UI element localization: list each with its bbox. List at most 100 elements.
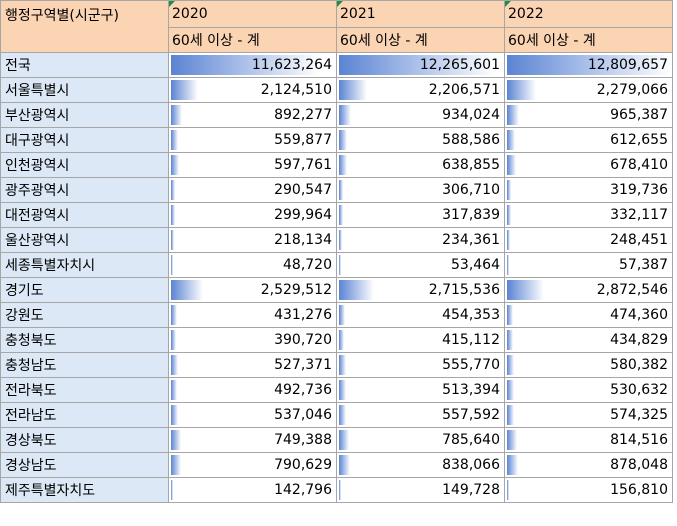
value-cell-2020[interactable]: 2,529,512 bbox=[168, 277, 337, 303]
value-cell-2022[interactable]: 2,872,546 bbox=[504, 277, 673, 303]
value-cell-2020[interactable]: 2,124,510 bbox=[168, 77, 337, 103]
data-bar bbox=[171, 330, 176, 350]
value-cell-2022[interactable]: 2,279,066 bbox=[504, 77, 673, 103]
value-cell-2020[interactable]: 537,046 bbox=[168, 402, 337, 428]
value-text: 838,066 bbox=[442, 457, 500, 473]
value-cell-2021[interactable]: 934,024 bbox=[336, 102, 505, 128]
value-cell-2021[interactable]: 588,586 bbox=[336, 127, 505, 153]
data-bar bbox=[339, 280, 374, 300]
value-cell-2022[interactable]: 319,736 bbox=[504, 177, 673, 203]
value-text: 218,134 bbox=[274, 232, 332, 248]
measure-header-2021[interactable]: 60세 이상 - 계 bbox=[336, 27, 505, 53]
value-cell-2022[interactable]: 474,360 bbox=[504, 302, 673, 328]
data-bar bbox=[171, 105, 182, 125]
value-cell-2022[interactable]: 332,117 bbox=[504, 202, 673, 228]
value-text: 878,048 bbox=[610, 457, 668, 473]
data-bar bbox=[339, 180, 343, 200]
value-cell-2020[interactable]: 597,761 bbox=[168, 152, 337, 178]
value-cell-2020[interactable]: 218,134 bbox=[168, 227, 337, 253]
value-cell-2021[interactable]: 785,640 bbox=[336, 427, 505, 453]
value-cell-2021[interactable]: 317,839 bbox=[336, 202, 505, 228]
value-cell-2021[interactable]: 513,394 bbox=[336, 377, 505, 403]
value-cell-2021[interactable]: 2,206,571 bbox=[336, 77, 505, 103]
value-text: 492,736 bbox=[274, 382, 332, 398]
data-bar bbox=[339, 155, 347, 175]
value-cell-2022[interactable]: 965,387 bbox=[504, 102, 673, 128]
value-cell-2020[interactable]: 749,388 bbox=[168, 427, 337, 453]
table-row: 경상남도 790,629 838,066 878,048 bbox=[0, 452, 673, 478]
value-cell-2021[interactable]: 12,265,601 bbox=[336, 52, 505, 78]
value-cell-2020[interactable]: 790,629 bbox=[168, 452, 337, 478]
data-bar bbox=[507, 180, 511, 200]
value-cell-2021[interactable]: 415,112 bbox=[336, 327, 505, 353]
value-cell-2022[interactable]: 678,410 bbox=[504, 152, 673, 178]
region-cell[interactable]: 울산광역시 bbox=[0, 227, 169, 253]
region-cell[interactable]: 충청북도 bbox=[0, 327, 169, 353]
value-cell-2021[interactable]: 557,592 bbox=[336, 402, 505, 428]
value-cell-2021[interactable]: 838,066 bbox=[336, 452, 505, 478]
region-cell[interactable]: 강원도 bbox=[0, 302, 169, 328]
region-cell[interactable]: 경상북도 bbox=[0, 427, 169, 453]
value-cell-2020[interactable]: 431,276 bbox=[168, 302, 337, 328]
value-cell-2020[interactable]: 892,277 bbox=[168, 102, 337, 128]
value-cell-2021[interactable]: 306,710 bbox=[336, 177, 505, 203]
value-cell-2020[interactable]: 527,371 bbox=[168, 352, 337, 378]
value-cell-2022[interactable]: 580,382 bbox=[504, 352, 673, 378]
value-cell-2022[interactable]: 814,516 bbox=[504, 427, 673, 453]
region-cell[interactable]: 광주광역시 bbox=[0, 177, 169, 203]
value-cell-2020[interactable]: 290,547 bbox=[168, 177, 337, 203]
value-cell-2022[interactable]: 434,829 bbox=[504, 327, 673, 353]
region-cell[interactable]: 세종특별자치시 bbox=[0, 252, 169, 278]
region-header-cell[interactable]: 행정구역별(시군구) bbox=[0, 0, 169, 53]
measure-header-2022[interactable]: 60세 이상 - 계 bbox=[504, 27, 673, 53]
value-cell-2020[interactable]: 299,964 bbox=[168, 202, 337, 228]
region-cell[interactable]: 인천광역시 bbox=[0, 152, 169, 178]
region-cell[interactable]: 전국 bbox=[0, 52, 169, 78]
region-cell[interactable]: 경상남도 bbox=[0, 452, 169, 478]
value-cell-2021[interactable]: 234,361 bbox=[336, 227, 505, 253]
region-cell[interactable]: 서울특별시 bbox=[0, 77, 169, 103]
value-text: 527,371 bbox=[274, 357, 332, 373]
value-cell-2022[interactable]: 530,632 bbox=[504, 377, 673, 403]
value-cell-2021[interactable]: 149,728 bbox=[336, 477, 505, 503]
year-header-2020[interactable]: 2020 bbox=[168, 0, 337, 28]
value-cell-2020[interactable]: 11,623,264 bbox=[168, 52, 337, 78]
year-header-2021[interactable]: 2021 bbox=[336, 0, 505, 28]
value-cell-2022[interactable]: 612,655 bbox=[504, 127, 673, 153]
region-cell[interactable]: 대구광역시 bbox=[0, 127, 169, 153]
region-cell[interactable]: 경기도 bbox=[0, 277, 169, 303]
value-cell-2020[interactable]: 142,796 bbox=[168, 477, 337, 503]
table-row: 서울특별시 2,124,510 2,206,571 2,279,066 bbox=[0, 77, 673, 103]
value-cell-2022[interactable]: 57,387 bbox=[504, 252, 673, 278]
value-cell-2021[interactable]: 555,770 bbox=[336, 352, 505, 378]
value-cell-2022[interactable]: 878,048 bbox=[504, 452, 673, 478]
value-text: 415,112 bbox=[442, 332, 500, 348]
value-cell-2020[interactable]: 48,720 bbox=[168, 252, 337, 278]
value-cell-2021[interactable]: 638,855 bbox=[336, 152, 505, 178]
region-cell[interactable]: 전라남도 bbox=[0, 402, 169, 428]
year-header-2022[interactable]: 2022 bbox=[504, 0, 673, 28]
value-cell-2022[interactable]: 12,809,657 bbox=[504, 52, 673, 78]
region-cell[interactable]: 충청남도 bbox=[0, 352, 169, 378]
data-bar bbox=[171, 405, 178, 425]
value-cell-2021[interactable]: 2,715,536 bbox=[336, 277, 505, 303]
data-bar bbox=[339, 80, 367, 100]
value-text: 678,410 bbox=[610, 157, 668, 173]
region-cell[interactable]: 대전광역시 bbox=[0, 202, 169, 228]
region-cell[interactable]: 제주특별자치도 bbox=[0, 477, 169, 503]
data-bar bbox=[339, 305, 345, 325]
data-bar bbox=[507, 380, 514, 400]
region-cell[interactable]: 전라북도 bbox=[0, 377, 169, 403]
value-cell-2021[interactable]: 454,353 bbox=[336, 302, 505, 328]
value-cell-2022[interactable]: 156,810 bbox=[504, 477, 673, 503]
value-cell-2020[interactable]: 390,720 bbox=[168, 327, 337, 353]
value-cell-2022[interactable]: 574,325 bbox=[504, 402, 673, 428]
region-cell[interactable]: 부산광역시 bbox=[0, 102, 169, 128]
data-bar bbox=[507, 55, 671, 75]
value-cell-2020[interactable]: 492,736 bbox=[168, 377, 337, 403]
value-cell-2021[interactable]: 53,464 bbox=[336, 252, 505, 278]
data-bar bbox=[171, 480, 173, 500]
value-cell-2020[interactable]: 559,877 bbox=[168, 127, 337, 153]
value-cell-2022[interactable]: 248,451 bbox=[504, 227, 673, 253]
measure-header-2020[interactable]: 60세 이상 - 계 bbox=[168, 27, 337, 53]
